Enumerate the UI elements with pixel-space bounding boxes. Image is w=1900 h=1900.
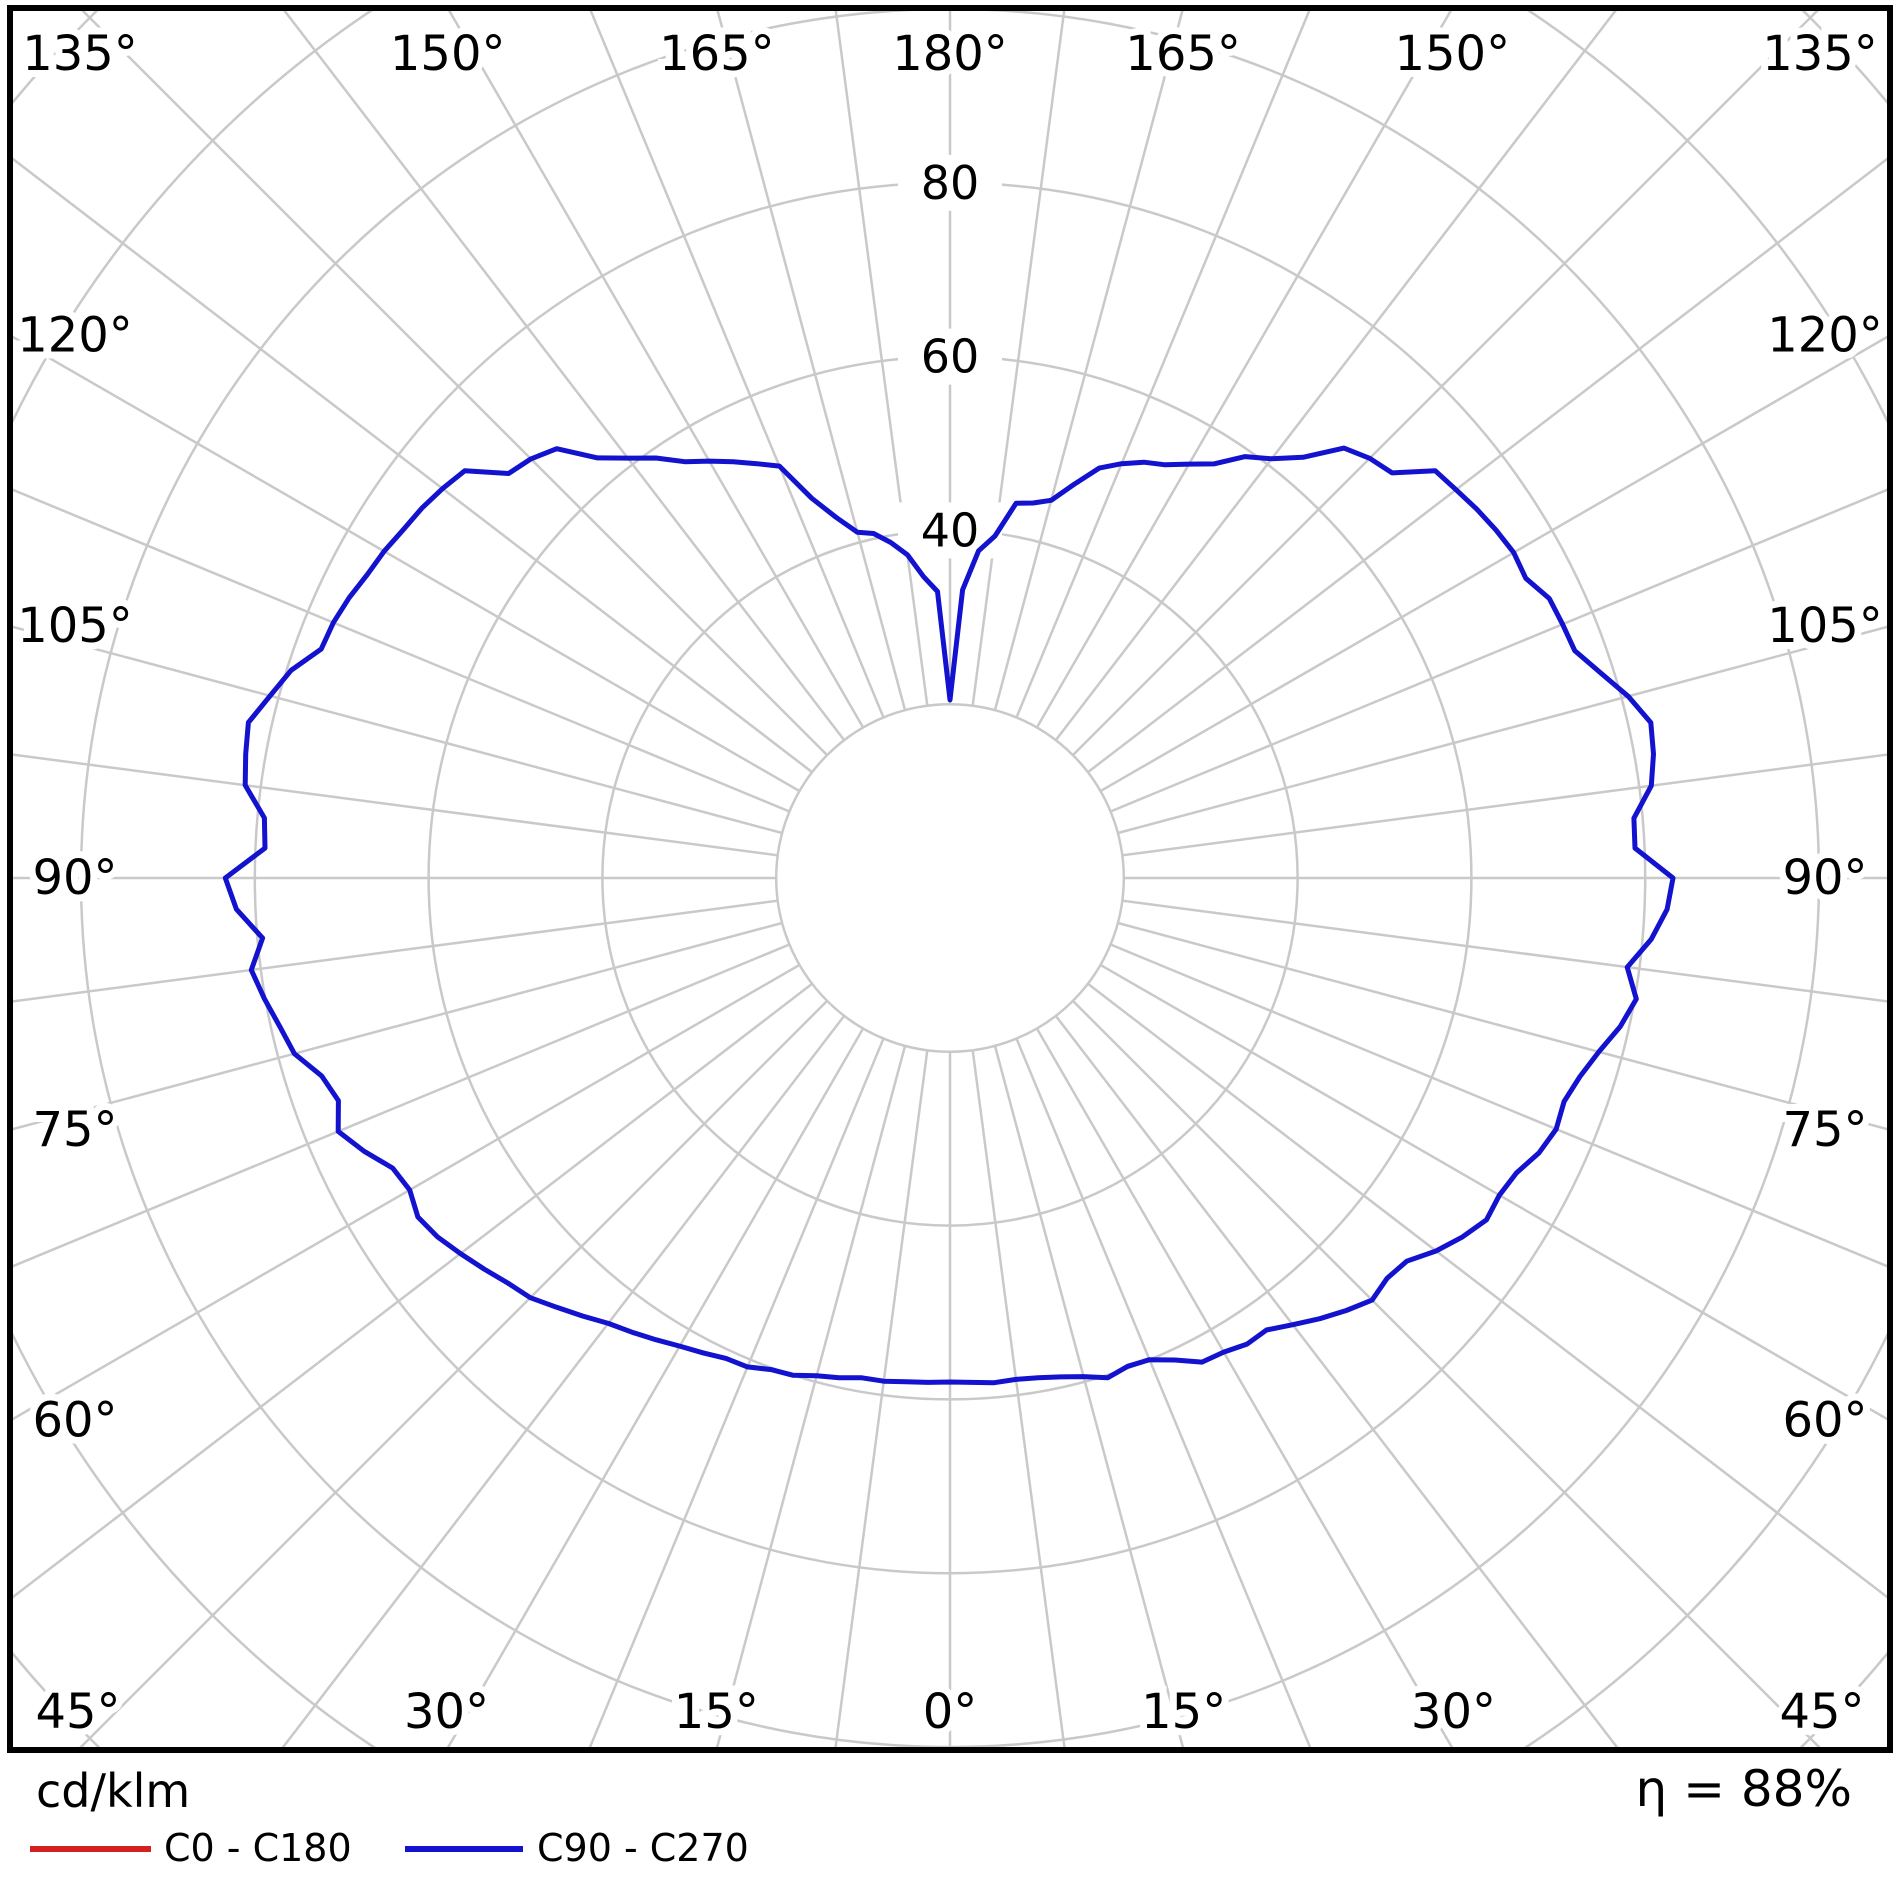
grid-spoke-210 (1035, 11, 1453, 729)
grid-spoke-82.5 (13, 899, 778, 1003)
grid-spoke-307.5 (1087, 982, 1887, 1599)
angle-label-60-left: 60° (32, 1393, 117, 1449)
grid-spoke-135 (81, 11, 828, 756)
grid-spoke-120 (13, 335, 801, 793)
grid-spoke-262.5 (1122, 753, 1887, 857)
grid-spoke-7.5 (834, 1050, 929, 1747)
grid-spoke-187.5 (971, 11, 1066, 706)
units-label: cd/klm (36, 1764, 191, 1818)
ring-label-80: 80 (921, 156, 980, 210)
angle-label-120-right: 120° (1767, 307, 1883, 363)
ring-label-bg-80 (898, 154, 1002, 211)
grid-spoke-150 (447, 11, 865, 729)
angle-label-15-left: 15° (674, 1684, 759, 1740)
grid-spoke-240 (1099, 335, 1887, 793)
grid-spoke-322.5 (1054, 1015, 1619, 1747)
ring-label-bg-40 (898, 502, 1002, 559)
grid-spoke-165 (716, 11, 907, 711)
ring-label-60: 60 (921, 330, 980, 384)
grid-spoke-157.5 (589, 11, 885, 718)
grid-spoke-52.5 (13, 982, 813, 1599)
angle-label-135-right: 135° (1762, 26, 1878, 82)
angle-label-90-left: 90° (32, 850, 117, 906)
angle-label-165-right: 165° (1125, 26, 1241, 82)
grid-spoke-277.5 (1122, 899, 1887, 1003)
grid-spoke-225 (1072, 11, 1819, 756)
grid-spoke-67.5 (13, 943, 790, 1268)
grid-spoke-315 (1072, 1000, 1821, 1747)
angle-label-60-right: 60° (1782, 1393, 1867, 1449)
efficiency-label: η = 88% (1635, 1760, 1852, 1818)
grid-spoke-217.5 (1054, 11, 1617, 741)
angle-label-75-right: 75° (1782, 1102, 1867, 1158)
angle-label-150-left: 150° (390, 26, 506, 82)
grid-spoke-15 (715, 1045, 907, 1747)
angle-label-15-right: 15° (1141, 1684, 1226, 1740)
angle-label-45-left: 45° (35, 1684, 120, 1740)
grid-spoke-45 (79, 1000, 828, 1747)
grid-spoke-202.5 (1015, 11, 1311, 718)
legend-label-c90-c270: C90 - C270 (537, 1826, 749, 1870)
grid-spoke-337.5 (1015, 1038, 1312, 1747)
angle-label-105-right: 105° (1767, 598, 1883, 654)
grid-spoke-330 (1035, 1027, 1454, 1747)
angle-label-75-left: 75° (32, 1102, 117, 1158)
grid-spoke-247.5 (1110, 488, 1887, 813)
grid-spoke-285 (1117, 921, 1887, 1131)
angle-label-30-right: 30° (1411, 1684, 1496, 1740)
grid-spoke-30 (446, 1027, 865, 1747)
grid-spoke-232.5 (1087, 157, 1887, 774)
grid-ring-20 (774, 702, 1126, 1054)
angle-label-0-left: 0° (923, 1684, 978, 1740)
legend-line-c0-c180 (30, 1846, 151, 1852)
angle-label-90-right: 90° (1782, 850, 1867, 906)
grid-spoke-22.5 (588, 1038, 885, 1747)
angle-label-45-right: 45° (1779, 1684, 1864, 1740)
grid-spoke-255 (1117, 625, 1887, 835)
grid-spoke-37.5 (281, 1015, 846, 1747)
legend: C0 - C180 C90 - C270 (0, 1822, 1900, 1882)
angle-label-180-left: 180° (892, 26, 1008, 82)
angle-label-150-right: 150° (1394, 26, 1510, 82)
angle-label-165-left: 165° (659, 26, 775, 82)
diagram-frame (7, 5, 1893, 1753)
grid-spoke-172.5 (834, 11, 929, 706)
ring-label-bg-60 (898, 328, 1002, 385)
curve-c90-c270 (222, 445, 1676, 1386)
grid-spoke-300 (1099, 963, 1887, 1421)
grid-spoke-345 (993, 1045, 1185, 1747)
ring-label-40: 40 (921, 503, 980, 557)
angle-label-30-left: 30° (404, 1684, 489, 1740)
angle-label-135-left: 135° (22, 26, 138, 82)
grid-spoke-75 (13, 921, 783, 1131)
angle-label-120-left: 120° (17, 307, 133, 363)
angle-label-105-left: 105° (17, 598, 133, 654)
grid-spoke-60 (13, 963, 801, 1421)
grid-spoke-142.5 (283, 11, 846, 741)
grid-spoke-352.5 (971, 1050, 1066, 1747)
grid-spoke-97.5 (13, 753, 778, 857)
legend-line-c90-c270 (405, 1846, 523, 1852)
grid-spoke-112.5 (13, 488, 790, 813)
grid-spoke-292.5 (1110, 943, 1887, 1268)
legend-label-c0-c180: C0 - C180 (164, 1826, 352, 1870)
grid-spoke-105 (13, 625, 783, 835)
grid-spoke-127.5 (13, 157, 813, 774)
